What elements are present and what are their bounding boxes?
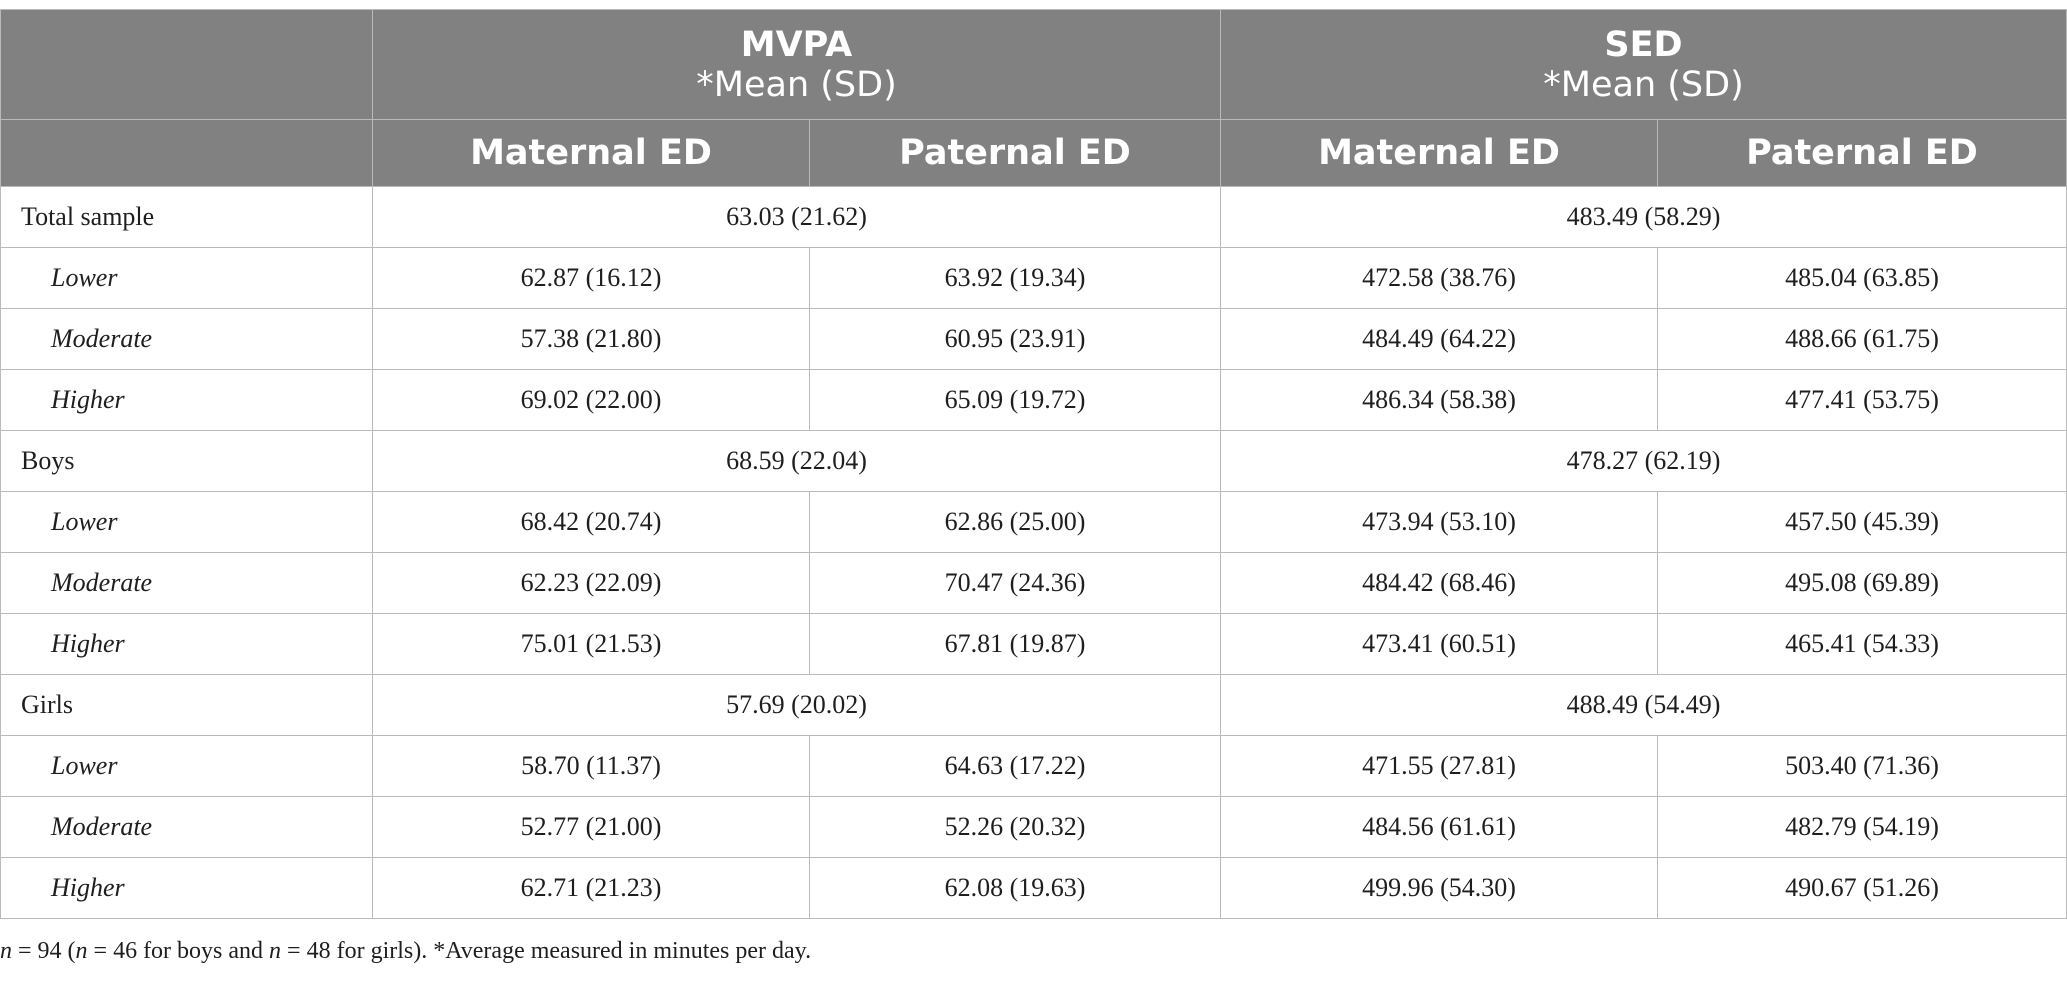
table-cell: 477.41 (53.75) (1657, 369, 2067, 431)
footnote-text-2: = 46 for boys and (87, 938, 270, 964)
table-footnote: n = 94 (n = 46 for boys and n = 48 for g… (0, 938, 811, 965)
mvpa-total-cell: 57.69 (20.02) (372, 674, 1221, 736)
header-row-sub: Maternal ED Paternal ED Maternal ED Pate… (0, 119, 2067, 187)
table-cell: 68.42 (20.74) (372, 491, 810, 553)
table-row: Lower 62.87 (16.12) 63.92 (19.34) 472.58… (0, 247, 2067, 309)
table-cell: 62.86 (25.00) (809, 491, 1221, 553)
header-sed-title: SED (1604, 24, 1683, 65)
header-sed-paternal: Paternal ED (1657, 119, 2067, 187)
header-mvpa-subtitle: *Mean (SD) (696, 64, 897, 105)
table-row: Moderate 57.38 (21.80) 60.95 (23.91) 484… (0, 308, 2067, 370)
table-cell: 58.70 (11.37) (372, 735, 810, 797)
table-row: Higher 69.02 (22.00) 65.09 (19.72) 486.3… (0, 369, 2067, 431)
group-label: Boys (0, 430, 373, 492)
mvpa-total-cell: 63.03 (21.62) (372, 186, 1221, 248)
footnote-n: n (0, 938, 12, 964)
header-mvpa: MVPA *Mean (SD) (372, 9, 1221, 120)
group-label: Girls (0, 674, 373, 736)
table-cell: 485.04 (63.85) (1657, 247, 2067, 309)
row-label: Lower (0, 247, 373, 309)
table-cell: 75.01 (21.53) (372, 613, 810, 675)
table-cell: 62.87 (16.12) (372, 247, 810, 309)
table-cell: 60.95 (23.91) (809, 308, 1221, 370)
row-label: Higher (0, 369, 373, 431)
table-cell: 473.41 (60.51) (1220, 613, 1658, 675)
table-cell: 465.41 (54.33) (1657, 613, 2067, 675)
row-label: Moderate (0, 552, 373, 614)
header-sed: SED *Mean (SD) (1220, 9, 2067, 120)
table-row: Lower 58.70 (11.37) 64.63 (17.22) 471.55… (0, 735, 2067, 797)
table-cell: 484.56 (61.61) (1220, 796, 1658, 858)
table-cell: 471.55 (27.81) (1220, 735, 1658, 797)
row-label: Lower (0, 735, 373, 797)
table-cell: 488.66 (61.75) (1657, 308, 2067, 370)
table-cell: 64.63 (17.22) (809, 735, 1221, 797)
table-cell: 63.92 (19.34) (809, 247, 1221, 309)
group-label: Total sample (0, 186, 373, 248)
table-cell: 62.71 (21.23) (372, 857, 810, 919)
table-cell: 69.02 (22.00) (372, 369, 810, 431)
sed-total-cell: 478.27 (62.19) (1220, 430, 2067, 492)
row-label: Lower (0, 491, 373, 553)
header-mvpa-title: MVPA (740, 24, 853, 65)
footnote-text-1: = 94 ( (12, 938, 76, 964)
header-corner-cell (0, 9, 373, 120)
data-table-container: MVPA *Mean (SD) SED *Mean (SD) Maternal … (0, 9, 2067, 919)
group-row-boys: Boys 68.59 (22.04) 478.27 (62.19) (0, 430, 2067, 492)
row-label: Higher (0, 613, 373, 675)
footnote-n-girls: n (269, 938, 282, 964)
footnote-n-boys: n (75, 938, 88, 964)
mvpa-total-cell: 68.59 (22.04) (372, 430, 1221, 492)
group-row-girls: Girls 57.69 (20.02) 488.49 (54.49) (0, 674, 2067, 736)
sed-total-cell: 483.49 (58.29) (1220, 186, 2067, 248)
table-cell: 70.47 (24.36) (809, 552, 1221, 614)
table-cell: 503.40 (71.36) (1657, 735, 2067, 797)
data-table: MVPA *Mean (SD) SED *Mean (SD) Maternal … (0, 9, 2067, 919)
row-label: Moderate (0, 308, 373, 370)
table-row: Higher 62.71 (21.23) 62.08 (19.63) 499.9… (0, 857, 2067, 919)
table-cell: 473.94 (53.10) (1220, 491, 1658, 553)
row-label: Moderate (0, 796, 373, 858)
table-cell: 457.50 (45.39) (1657, 491, 2067, 553)
table-cell: 52.26 (20.32) (809, 796, 1221, 858)
row-label: Higher (0, 857, 373, 919)
table-cell: 67.81 (19.87) (809, 613, 1221, 675)
header-mvpa-maternal: Maternal ED (372, 119, 810, 187)
table-cell: 490.67 (51.26) (1657, 857, 2067, 919)
header-corner-cell-lower (0, 119, 373, 187)
table-row: Higher 75.01 (21.53) 67.81 (19.87) 473.4… (0, 613, 2067, 675)
header-row-top: MVPA *Mean (SD) SED *Mean (SD) (0, 9, 2067, 120)
table-cell: 484.49 (64.22) (1220, 308, 1658, 370)
table-cell: 57.38 (21.80) (372, 308, 810, 370)
footnote-text-3: = 48 for girls). *Average measured in mi… (281, 938, 812, 964)
header-sed-subtitle: *Mean (SD) (1543, 64, 1744, 105)
group-row-total-sample: Total sample 63.03 (21.62) 483.49 (58.29… (0, 186, 2067, 248)
table-cell: 484.42 (68.46) (1220, 552, 1658, 614)
table-cell: 482.79 (54.19) (1657, 796, 2067, 858)
sed-total-cell: 488.49 (54.49) (1220, 674, 2067, 736)
table-cell: 62.08 (19.63) (809, 857, 1221, 919)
table-row: Moderate 62.23 (22.09) 70.47 (24.36) 484… (0, 552, 2067, 614)
table-cell: 472.58 (38.76) (1220, 247, 1658, 309)
table-cell: 486.34 (58.38) (1220, 369, 1658, 431)
table-cell: 62.23 (22.09) (372, 552, 810, 614)
header-mvpa-paternal: Paternal ED (809, 119, 1221, 187)
table-cell: 495.08 (69.89) (1657, 552, 2067, 614)
header-sed-maternal: Maternal ED (1220, 119, 1658, 187)
table-row: Lower 68.42 (20.74) 62.86 (25.00) 473.94… (0, 491, 2067, 553)
table-cell: 52.77 (21.00) (372, 796, 810, 858)
table-row: Moderate 52.77 (21.00) 52.26 (20.32) 484… (0, 796, 2067, 858)
table-cell: 65.09 (19.72) (809, 369, 1221, 431)
table-cell: 499.96 (54.30) (1220, 857, 1658, 919)
